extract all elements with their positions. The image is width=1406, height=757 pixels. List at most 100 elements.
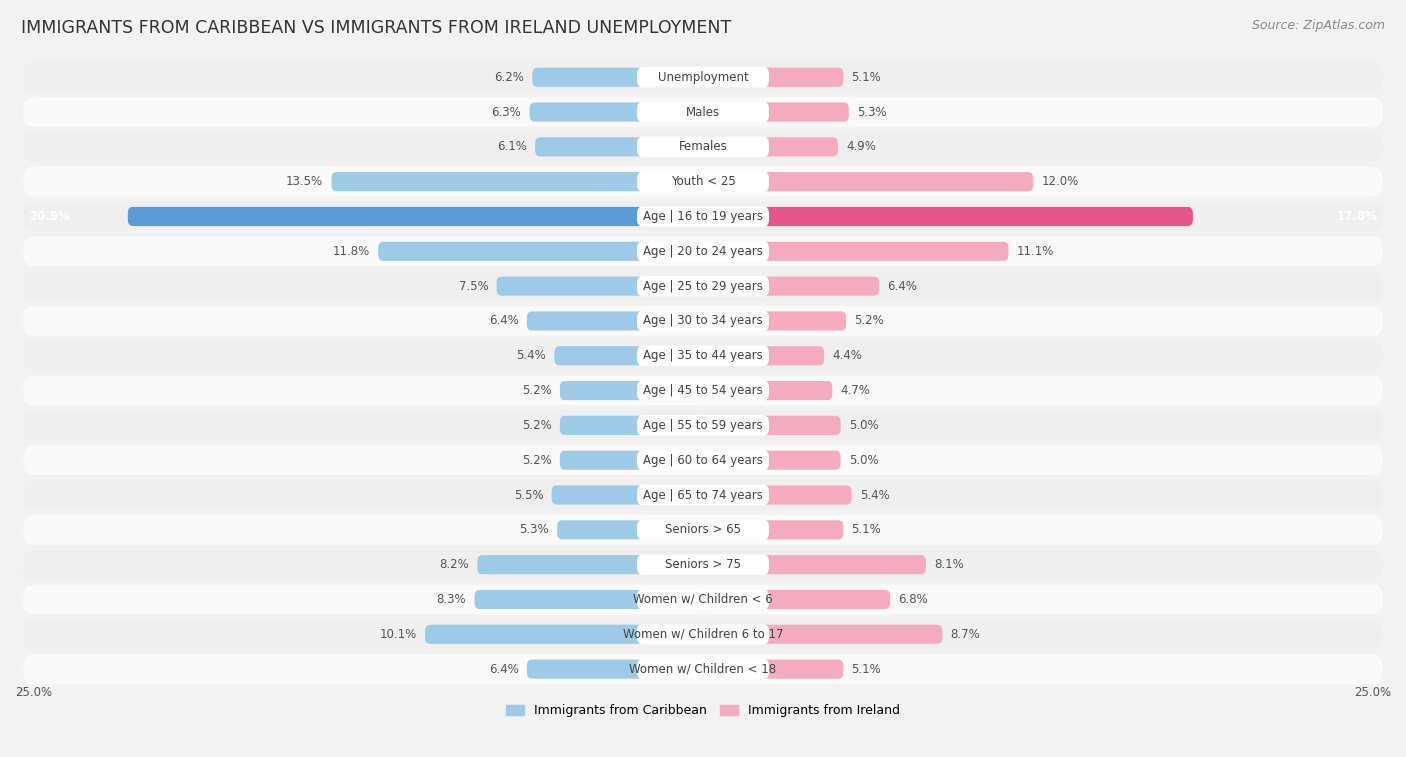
FancyBboxPatch shape	[551, 485, 703, 505]
FancyBboxPatch shape	[637, 484, 769, 505]
Text: Age | 35 to 44 years: Age | 35 to 44 years	[643, 349, 763, 363]
FancyBboxPatch shape	[24, 584, 1382, 614]
FancyBboxPatch shape	[637, 206, 769, 227]
Text: Age | 30 to 34 years: Age | 30 to 34 years	[643, 314, 763, 328]
FancyBboxPatch shape	[637, 136, 769, 157]
Text: 5.2%: 5.2%	[522, 419, 551, 432]
FancyBboxPatch shape	[24, 445, 1382, 475]
Text: Women w/ Children 6 to 17: Women w/ Children 6 to 17	[623, 628, 783, 640]
FancyBboxPatch shape	[637, 276, 769, 297]
FancyBboxPatch shape	[24, 654, 1382, 684]
FancyBboxPatch shape	[560, 381, 703, 400]
Text: Age | 20 to 24 years: Age | 20 to 24 years	[643, 245, 763, 258]
Text: 5.3%: 5.3%	[858, 105, 887, 119]
FancyBboxPatch shape	[536, 137, 703, 157]
FancyBboxPatch shape	[378, 241, 703, 261]
FancyBboxPatch shape	[637, 380, 769, 401]
Text: 5.1%: 5.1%	[852, 662, 882, 675]
FancyBboxPatch shape	[24, 619, 1382, 649]
FancyBboxPatch shape	[703, 276, 879, 296]
FancyBboxPatch shape	[24, 480, 1382, 509]
FancyBboxPatch shape	[530, 102, 703, 122]
FancyBboxPatch shape	[637, 415, 769, 436]
FancyBboxPatch shape	[24, 201, 1382, 232]
Text: Age | 25 to 29 years: Age | 25 to 29 years	[643, 279, 763, 293]
FancyBboxPatch shape	[527, 659, 703, 679]
FancyBboxPatch shape	[637, 345, 769, 366]
Text: Age | 65 to 74 years: Age | 65 to 74 years	[643, 488, 763, 502]
FancyBboxPatch shape	[703, 520, 844, 540]
FancyBboxPatch shape	[477, 555, 703, 575]
FancyBboxPatch shape	[527, 311, 703, 331]
FancyBboxPatch shape	[554, 346, 703, 366]
FancyBboxPatch shape	[24, 132, 1382, 162]
Text: 6.4%: 6.4%	[887, 279, 917, 293]
Text: Age | 55 to 59 years: Age | 55 to 59 years	[643, 419, 763, 432]
FancyBboxPatch shape	[637, 101, 769, 123]
Text: 6.4%: 6.4%	[489, 662, 519, 675]
FancyBboxPatch shape	[637, 659, 769, 679]
FancyBboxPatch shape	[637, 171, 769, 192]
Text: 25.0%: 25.0%	[1354, 687, 1391, 699]
Text: 6.3%: 6.3%	[492, 105, 522, 119]
FancyBboxPatch shape	[703, 102, 849, 122]
FancyBboxPatch shape	[24, 236, 1382, 266]
FancyBboxPatch shape	[637, 624, 769, 644]
Text: 5.4%: 5.4%	[516, 349, 546, 363]
Text: 11.1%: 11.1%	[1017, 245, 1054, 258]
FancyBboxPatch shape	[703, 555, 927, 575]
Text: IMMIGRANTS FROM CARIBBEAN VS IMMIGRANTS FROM IRELAND UNEMPLOYMENT: IMMIGRANTS FROM CARIBBEAN VS IMMIGRANTS …	[21, 19, 731, 37]
FancyBboxPatch shape	[533, 67, 703, 87]
FancyBboxPatch shape	[24, 62, 1382, 92]
FancyBboxPatch shape	[24, 550, 1382, 579]
Text: Seniors > 65: Seniors > 65	[665, 523, 741, 537]
Text: 8.3%: 8.3%	[437, 593, 467, 606]
Text: 5.2%: 5.2%	[522, 453, 551, 467]
Text: Age | 60 to 64 years: Age | 60 to 64 years	[643, 453, 763, 467]
FancyBboxPatch shape	[24, 167, 1382, 197]
Text: Source: ZipAtlas.com: Source: ZipAtlas.com	[1251, 19, 1385, 32]
FancyBboxPatch shape	[637, 519, 769, 540]
FancyBboxPatch shape	[128, 207, 703, 226]
FancyBboxPatch shape	[637, 310, 769, 332]
FancyBboxPatch shape	[24, 375, 1382, 405]
Text: Women w/ Children < 18: Women w/ Children < 18	[630, 662, 776, 675]
Text: 8.7%: 8.7%	[950, 628, 980, 640]
Text: Age | 16 to 19 years: Age | 16 to 19 years	[643, 210, 763, 223]
Text: 5.5%: 5.5%	[513, 488, 543, 502]
FancyBboxPatch shape	[703, 67, 844, 87]
Text: 8.1%: 8.1%	[934, 558, 965, 572]
FancyBboxPatch shape	[703, 172, 1033, 192]
FancyBboxPatch shape	[24, 410, 1382, 440]
Text: 6.4%: 6.4%	[489, 314, 519, 328]
Text: Seniors > 75: Seniors > 75	[665, 558, 741, 572]
FancyBboxPatch shape	[703, 137, 838, 157]
FancyBboxPatch shape	[496, 276, 703, 296]
FancyBboxPatch shape	[637, 589, 769, 609]
FancyBboxPatch shape	[475, 590, 703, 609]
Legend: Immigrants from Caribbean, Immigrants from Ireland: Immigrants from Caribbean, Immigrants fr…	[501, 699, 905, 722]
FancyBboxPatch shape	[24, 306, 1382, 336]
FancyBboxPatch shape	[425, 625, 703, 644]
Text: 12.0%: 12.0%	[1042, 175, 1078, 188]
FancyBboxPatch shape	[703, 590, 890, 609]
FancyBboxPatch shape	[703, 416, 841, 435]
Text: 6.8%: 6.8%	[898, 593, 928, 606]
Text: Unemployment: Unemployment	[658, 70, 748, 84]
FancyBboxPatch shape	[703, 207, 1192, 226]
Text: 11.8%: 11.8%	[333, 245, 370, 258]
Text: Women w/ Children < 6: Women w/ Children < 6	[633, 593, 773, 606]
FancyBboxPatch shape	[703, 381, 832, 400]
FancyBboxPatch shape	[703, 450, 841, 470]
Text: 5.2%: 5.2%	[522, 384, 551, 397]
Text: 5.3%: 5.3%	[519, 523, 548, 537]
FancyBboxPatch shape	[637, 554, 769, 575]
FancyBboxPatch shape	[703, 241, 1008, 261]
FancyBboxPatch shape	[24, 341, 1382, 371]
Text: 6.1%: 6.1%	[496, 140, 527, 154]
Text: 6.2%: 6.2%	[495, 70, 524, 84]
FancyBboxPatch shape	[637, 241, 769, 262]
FancyBboxPatch shape	[703, 625, 942, 644]
FancyBboxPatch shape	[637, 450, 769, 471]
Text: Age | 45 to 54 years: Age | 45 to 54 years	[643, 384, 763, 397]
